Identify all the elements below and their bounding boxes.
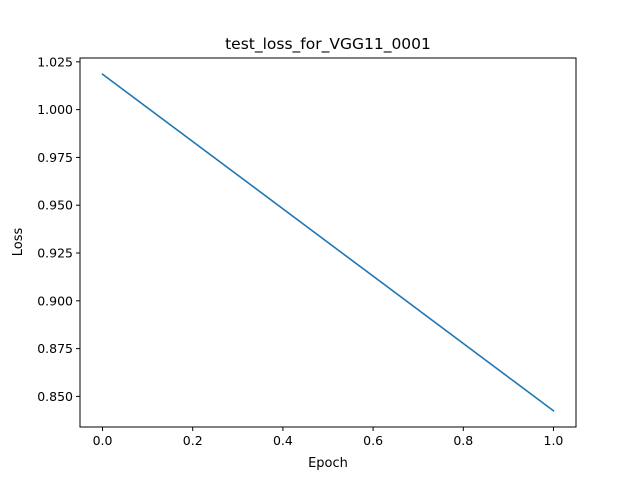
x-tick-label: 0.0 — [93, 433, 113, 448]
y-tick-label: 1.000 — [37, 102, 73, 117]
series-layer — [101, 73, 555, 412]
y-tick-label: 0.925 — [37, 246, 73, 261]
x-tick-label: 0.4 — [273, 433, 293, 448]
loss-series-line — [101, 73, 555, 412]
y-tick-label: 0.875 — [37, 341, 73, 356]
x-tick-label: 0.2 — [183, 433, 203, 448]
y-tick-label: 0.850 — [37, 389, 73, 404]
y-axis-ticks: 0.850 0.875 0.900 0.925 0.950 0.975 1.000 1.025 — [37, 54, 80, 404]
y-tick-label: 0.950 — [37, 198, 73, 213]
y-axis-label: Loss — [11, 228, 26, 257]
chart-title: test_loss_for_VGG11_0001 — [225, 35, 431, 54]
plot-frame — [79, 57, 577, 428]
y-tick-label: 0.975 — [37, 150, 73, 165]
y-tick-label: 1.025 — [37, 54, 73, 69]
x-tick-label: 0.8 — [453, 433, 473, 448]
x-axis-label: Epoch — [308, 456, 348, 471]
x-tick-label: 1.0 — [544, 433, 564, 448]
x-tick-label: 0.6 — [363, 433, 383, 448]
x-axis-ticks: 0.0 0.2 0.4 0.6 0.8 1.0 — [93, 427, 564, 448]
y-tick-label: 0.900 — [37, 293, 73, 308]
